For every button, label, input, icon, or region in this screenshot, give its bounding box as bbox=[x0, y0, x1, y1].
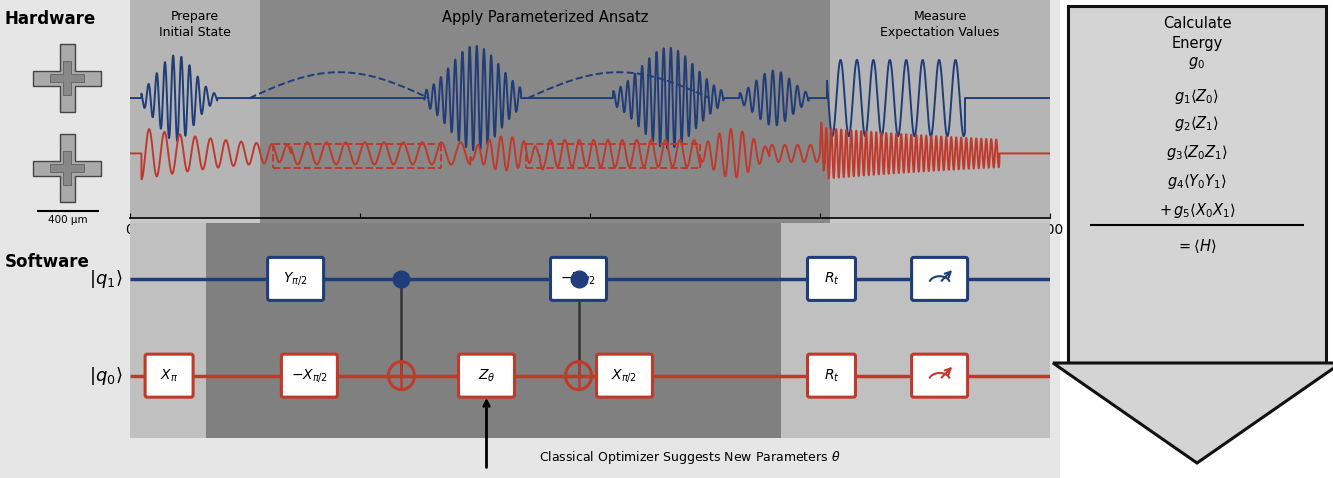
FancyBboxPatch shape bbox=[808, 354, 856, 397]
Polygon shape bbox=[51, 151, 84, 185]
FancyBboxPatch shape bbox=[459, 354, 515, 397]
Text: $=\langle H\rangle$: $=\langle H\rangle$ bbox=[1177, 237, 1217, 255]
Text: Prepare
Initial State: Prepare Initial State bbox=[159, 10, 231, 39]
FancyBboxPatch shape bbox=[281, 354, 337, 397]
Bar bbox=[830, 0, 1050, 218]
Bar bbox=[131, 223, 205, 438]
Bar bbox=[1068, 6, 1326, 363]
Text: Classical Optimizer Suggests New Parameters $\theta$: Classical Optimizer Suggests New Paramet… bbox=[540, 449, 841, 466]
Text: $+\,g_5\langle X_0X_1\rangle$: $+\,g_5\langle X_0X_1\rangle$ bbox=[1158, 200, 1236, 219]
Polygon shape bbox=[51, 61, 84, 95]
Text: $X_{\pi}$: $X_{\pi}$ bbox=[160, 368, 179, 384]
Bar bbox=[830, 218, 1050, 438]
X-axis label: Time (ns): Time (ns) bbox=[556, 242, 624, 258]
Bar bbox=[205, 223, 781, 438]
Text: $g_3\langle Z_0Z_1\rangle$: $g_3\langle Z_0Z_1\rangle$ bbox=[1166, 142, 1228, 162]
Text: $-Y_{\pi/2}$: $-Y_{\pi/2}$ bbox=[560, 271, 597, 287]
Bar bbox=[131, 218, 260, 438]
Text: $X_{\pi/2}$: $X_{\pi/2}$ bbox=[612, 367, 637, 384]
Bar bbox=[0, 0, 131, 478]
FancyBboxPatch shape bbox=[551, 257, 607, 300]
Polygon shape bbox=[33, 44, 101, 112]
Text: $g_0$: $g_0$ bbox=[1189, 55, 1205, 71]
FancyBboxPatch shape bbox=[808, 257, 856, 300]
Polygon shape bbox=[1053, 363, 1333, 463]
FancyBboxPatch shape bbox=[145, 354, 193, 397]
Text: $Z_{\theta}$: $Z_{\theta}$ bbox=[477, 368, 496, 384]
Text: 400 μm: 400 μm bbox=[48, 215, 88, 225]
Text: Hardware: Hardware bbox=[5, 10, 96, 28]
FancyBboxPatch shape bbox=[268, 257, 324, 300]
Text: Apply Parameterized Ansatz: Apply Parameterized Ansatz bbox=[441, 10, 648, 25]
Polygon shape bbox=[33, 134, 101, 202]
Text: $-X_{\pi/2}$: $-X_{\pi/2}$ bbox=[291, 367, 328, 384]
FancyBboxPatch shape bbox=[912, 354, 968, 397]
Text: $g_4\langle Y_0Y_1\rangle$: $g_4\langle Y_0Y_1\rangle$ bbox=[1166, 172, 1228, 191]
Bar bbox=[781, 223, 1050, 438]
Bar bbox=[260, 0, 830, 218]
Text: $R_t$: $R_t$ bbox=[824, 368, 840, 384]
Text: Measure
Expectation Values: Measure Expectation Values bbox=[880, 10, 1000, 39]
FancyBboxPatch shape bbox=[596, 354, 652, 397]
Bar bbox=[0, 0, 1060, 478]
Text: $g_1\langle Z_0\rangle$: $g_1\langle Z_0\rangle$ bbox=[1174, 87, 1220, 106]
Text: $|q_0\rangle$: $|q_0\rangle$ bbox=[88, 365, 123, 387]
Text: $g_2\langle Z_1\rangle$: $g_2\langle Z_1\rangle$ bbox=[1174, 113, 1220, 132]
Bar bbox=[131, 0, 260, 218]
Text: Software: Software bbox=[5, 253, 89, 271]
Text: $|q_1\rangle$: $|q_1\rangle$ bbox=[88, 268, 123, 290]
Bar bbox=[1060, 0, 1333, 478]
FancyBboxPatch shape bbox=[912, 257, 968, 300]
Text: Calculate
Energy: Calculate Energy bbox=[1162, 16, 1232, 51]
Text: $R_t$: $R_t$ bbox=[824, 271, 840, 287]
Text: $Y_{\pi/2}$: $Y_{\pi/2}$ bbox=[284, 271, 308, 287]
Bar bbox=[260, 218, 830, 438]
